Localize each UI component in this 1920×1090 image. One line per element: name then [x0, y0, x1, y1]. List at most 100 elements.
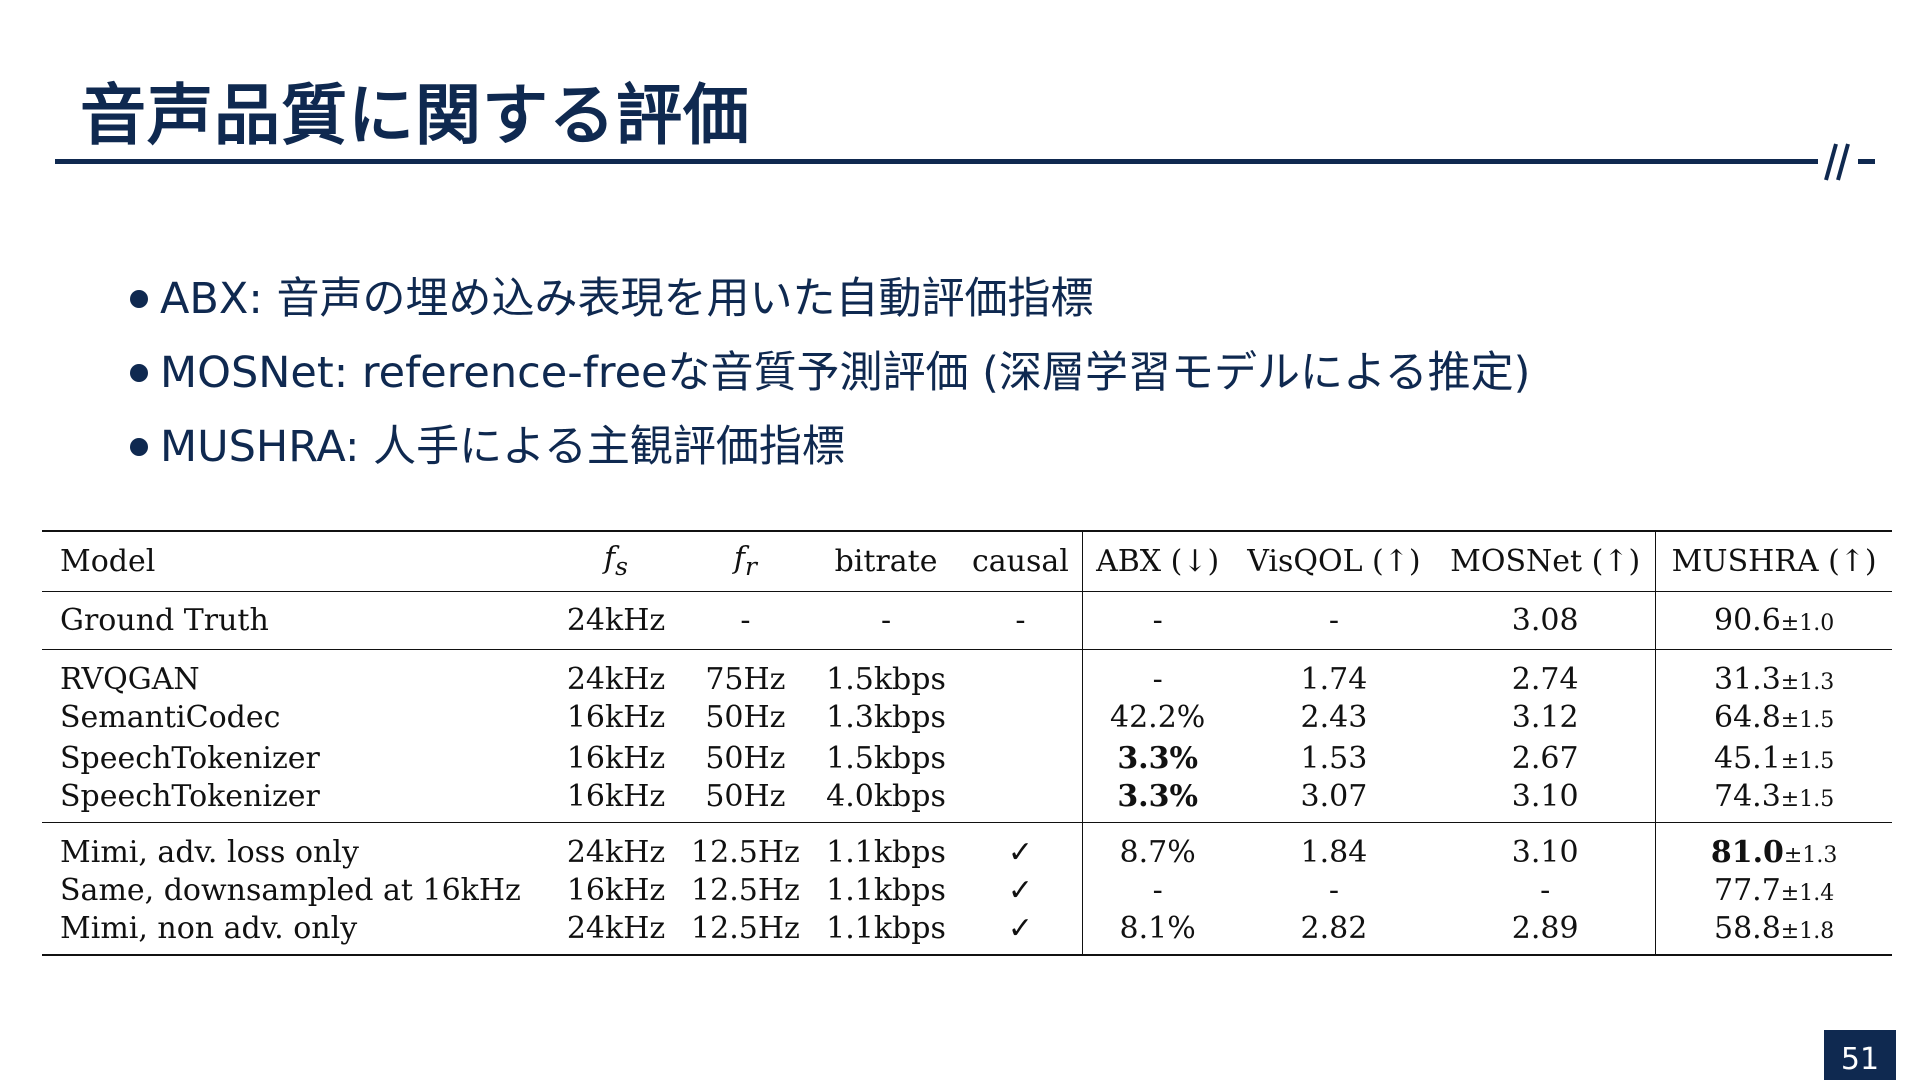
cell-mosnet: -	[1540, 872, 1551, 908]
table-row: Ground Truth 24kHz - - - - - 3.08 90.6±1…	[42, 591, 1892, 649]
cell-fr: -	[740, 602, 751, 638]
cell-model: Mimi, non adv. only	[60, 910, 358, 946]
cell-abx: -	[1081, 869, 1233, 911]
cell-fs: 24kHz	[566, 602, 666, 638]
bullet-dot	[130, 437, 148, 456]
header-mushra: MUSHRA (↑)	[1655, 531, 1892, 591]
cell-model: RVQGAN	[60, 661, 200, 697]
cell-causal: ✓	[1007, 910, 1033, 946]
bullet-item-mosnet: MOSNet: reference-freeな音質予測評価 (深層学習モデルによ…	[130, 336, 1530, 410]
cell-abx: 42.2%	[1081, 696, 1233, 738]
cell-model: Ground Truth	[60, 602, 269, 638]
bullet-item-mushra: MUSHRA: 人手による主観評価指標	[130, 410, 1530, 484]
cell-model: Same, downsampled at 16kHz	[60, 872, 521, 908]
cell-abx: 8.1%	[1081, 910, 1233, 955]
cell-fs: 24kHz	[566, 834, 666, 870]
cell-causal: -	[1015, 602, 1026, 638]
table-row: Mimi, adv. loss only 24kHz 12.5Hz 1.1kbp…	[42, 822, 1892, 870]
cell-fs: 16kHz	[566, 699, 666, 735]
cell-mushra: 58.8±1.8	[1655, 910, 1892, 955]
cell-fr: 12.5Hz	[691, 910, 800, 946]
cell-visqol: -	[1328, 872, 1339, 908]
cell-bitrate: 1.1kbps	[826, 910, 946, 946]
table-header-row: Model fs fr bitrate causal ABX (↓) VisQO…	[42, 531, 1892, 591]
cell-fr: 75Hz	[705, 661, 786, 697]
cell-mosnet: 3.08	[1511, 602, 1579, 638]
header-fr: fr	[733, 541, 757, 582]
cell-bitrate: 1.1kbps	[826, 834, 946, 870]
cell-fr: 50Hz	[705, 740, 786, 776]
cell-abx: 8.7%	[1081, 822, 1233, 870]
cell-mushra: 64.8±1.5	[1655, 696, 1892, 738]
cell-model: SpeechTokenizer	[60, 740, 320, 776]
cell-mushra: 81.0±1.3	[1655, 822, 1892, 870]
title-underline	[55, 159, 1875, 164]
cell-fr: 50Hz	[705, 699, 786, 735]
cell-bitrate: 4.0kbps	[826, 778, 946, 814]
cell-model: Mimi, adv. loss only	[60, 834, 359, 870]
cell-fs: 24kHz	[566, 661, 666, 697]
cell-mushra: 74.3±1.5	[1655, 778, 1892, 822]
cell-visqol: 1.53	[1300, 740, 1368, 776]
cell-model: SemantiCodec	[60, 699, 281, 735]
cell-model: SpeechTokenizer	[60, 778, 320, 814]
cell-abx: 3.3%	[1081, 737, 1233, 779]
cell-visqol: -	[1328, 602, 1339, 638]
cell-fs: 24kHz	[566, 910, 666, 946]
cell-mosnet: 3.10	[1511, 834, 1579, 870]
cell-mosnet: 2.89	[1511, 910, 1579, 946]
cell-bitrate: 1.5kbps	[826, 661, 946, 697]
header-causal: causal	[971, 543, 1069, 579]
cell-abx: 3.3%	[1081, 778, 1233, 822]
table-row: SpeechTokenizer 16kHz 50Hz 1.5kbps 3.3% …	[42, 737, 1892, 779]
cell-causal: ✓	[1007, 872, 1033, 908]
cell-fs: 16kHz	[566, 778, 666, 814]
bullet-item-abx: ABX: 音声の埋め込み表現を用いた自動評価指標	[130, 262, 1530, 336]
cell-causal	[959, 738, 1082, 779]
header-bitrate: bitrate	[834, 543, 938, 579]
table-row: RVQGAN 24kHz 75Hz 1.5kbps - 1.74 2.74 31…	[42, 649, 1892, 697]
cell-mosnet: 3.12	[1511, 699, 1579, 735]
cell-fs: 16kHz	[566, 872, 666, 908]
bullet-list: ABX: 音声の埋め込み表現を用いた自動評価指標 MOSNet: referen…	[130, 262, 1530, 484]
cell-fs: 16kHz	[566, 740, 666, 776]
bullet-dot	[130, 289, 148, 308]
cell-visqol: 2.43	[1300, 699, 1368, 735]
cell-bitrate: 1.3kbps	[826, 699, 946, 735]
table-row: SpeechTokenizer 16kHz 50Hz 4.0kbps 3.3% …	[42, 778, 1892, 823]
cell-causal	[959, 779, 1082, 823]
page-number: 51	[1824, 1030, 1896, 1080]
header-model: Model	[60, 543, 156, 579]
cell-bitrate: 1.1kbps	[826, 872, 946, 908]
cell-causal	[959, 697, 1082, 738]
table-row: SemantiCodec 16kHz 50Hz 1.3kbps 42.2% 2.…	[42, 696, 1892, 738]
cell-abx: -	[1081, 649, 1233, 697]
header-visqol: VisQOL (↑)	[1247, 543, 1421, 579]
cell-mosnet: 2.67	[1511, 740, 1579, 776]
cell-fr: 50Hz	[705, 778, 786, 814]
cell-visqol: 2.82	[1300, 910, 1368, 946]
cell-fr: 12.5Hz	[691, 834, 800, 870]
cell-bitrate: 1.5kbps	[826, 740, 946, 776]
results-table: Model fs fr bitrate causal ABX (↓) VisQO…	[42, 530, 1892, 956]
cell-mosnet: 2.74	[1511, 661, 1579, 697]
slide-title: 音声品質に関する評価	[80, 77, 750, 154]
cell-mushra: 45.1±1.5	[1655, 737, 1892, 779]
cell-bitrate: -	[880, 602, 892, 638]
header-abx: ABX (↓)	[1081, 531, 1233, 591]
header-mosnet: MOSNet (↑)	[1450, 543, 1641, 579]
table-row: Same, downsampled at 16kHz 16kHz 12.5Hz …	[42, 869, 1892, 911]
header-fs: fs	[604, 541, 628, 582]
cell-visqol: 3.07	[1300, 778, 1368, 814]
double-slash-mark	[1818, 143, 1858, 181]
table-row: Mimi, non adv. only 24kHz 12.5Hz 1.1kbps…	[42, 910, 1892, 955]
cell-visqol: 1.84	[1300, 834, 1368, 870]
cell-causal	[959, 649, 1082, 697]
cell-causal: ✓	[1007, 834, 1033, 870]
cell-visqol: 1.74	[1300, 661, 1368, 697]
cell-abx: -	[1081, 591, 1233, 649]
cell-mushra: 31.3±1.3	[1655, 649, 1892, 697]
cell-mushra: 90.6±1.0	[1655, 591, 1892, 649]
cell-mushra: 77.7±1.4	[1655, 869, 1892, 911]
cell-fr: 12.5Hz	[691, 872, 800, 908]
